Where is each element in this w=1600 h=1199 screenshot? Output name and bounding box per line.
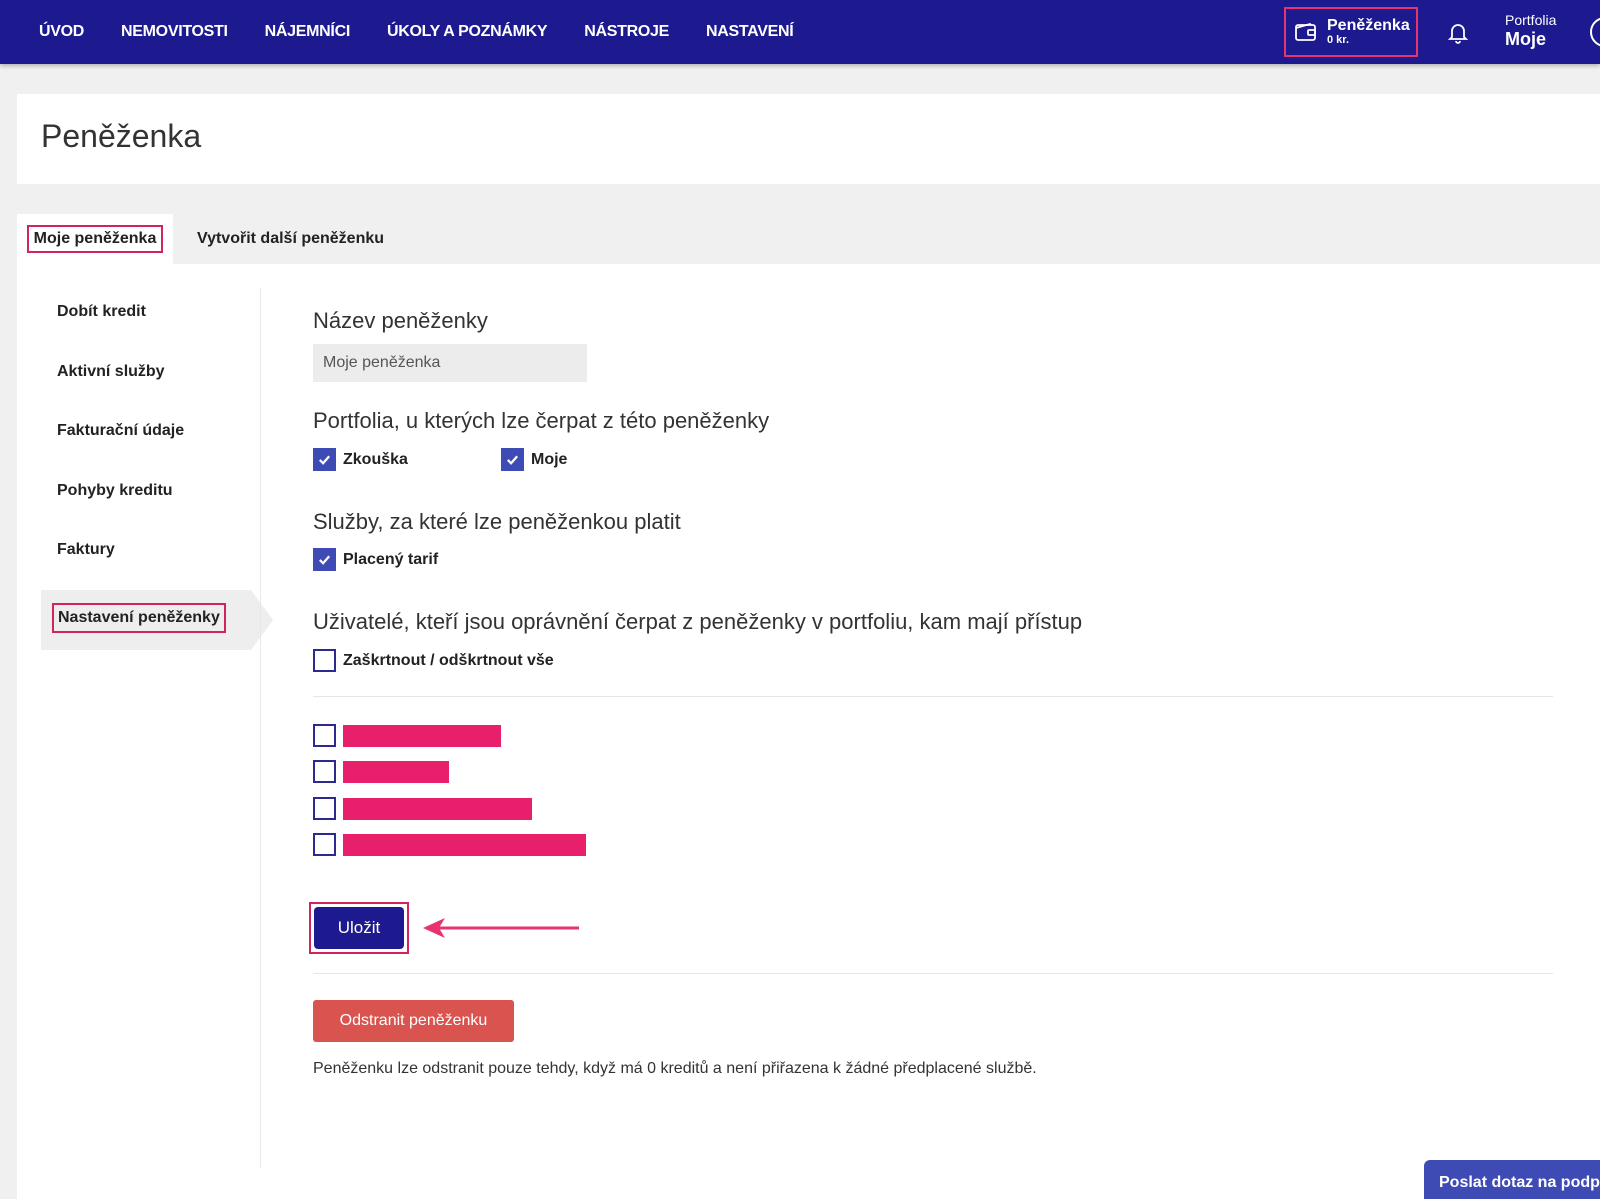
user-checkbox[interactable] (313, 760, 449, 783)
nav-najemnici[interactable]: NÁJEMNÍCI (264, 23, 351, 40)
redacted-user-name (343, 833, 586, 856)
toggle-all-label: Zaškrtnout / odškrtnout vše (343, 651, 554, 669)
wallet-title: Peněženka (1327, 17, 1410, 34)
bell-icon[interactable] (1446, 20, 1470, 44)
checkbox-checked-icon[interactable] (501, 448, 524, 471)
wallet-button[interactable]: Peněženka 0 kr. (1284, 7, 1418, 57)
redacted-user-name (343, 760, 449, 783)
sidebar-item-wallet-settings-label: Nastavení peněženky (52, 603, 226, 633)
service-checkbox-paid-plan[interactable]: Placený tarif (313, 548, 438, 571)
checkbox-empty-icon[interactable] (313, 833, 336, 856)
save-button-highlight: Uložit (309, 902, 409, 954)
portfolio-label-moje: Moje (531, 450, 568, 468)
wallet-amount: 0 kr. (1327, 34, 1350, 46)
wallet-name-title: Název peněženky (313, 308, 488, 333)
wallet-name-input[interactable] (313, 344, 587, 382)
nav-nastaveni[interactable]: NASTAVENÍ (705, 23, 794, 40)
user-checkbox[interactable] (313, 833, 586, 856)
services-title: Služby, za které lze peněženkou platit (313, 509, 681, 534)
tab-bar: Moje peněženka Vytvořit další peněženku (17, 214, 1600, 264)
delete-wallet-button[interactable]: Odstranit peněženku (313, 1000, 514, 1042)
nav-nemovitosti[interactable]: NEMOVITOSTI (121, 23, 228, 40)
sidebar-divider (260, 288, 261, 1168)
checkbox-empty-icon[interactable] (313, 797, 336, 820)
checkbox-empty-icon[interactable] (313, 724, 336, 747)
portfolio-value: Moje (1505, 29, 1547, 49)
tab-my-wallet[interactable]: Moje peněženka (17, 214, 173, 264)
toggle-all-checkbox[interactable]: Zaškrtnout / odškrtnout vše (313, 649, 554, 672)
portfolio-label-zkouska: Zkouška (343, 450, 408, 468)
divider (313, 973, 1553, 974)
sidebar-item-wallet-settings[interactable]: Nastavení peněženky (41, 590, 273, 650)
tab-my-wallet-label: Moje peněženka (26, 225, 164, 253)
portfolio-checkbox-zkouska[interactable]: Zkouška (313, 448, 408, 471)
user-checkbox[interactable] (313, 724, 501, 747)
users-title: Uživatelé, kteří jsou oprávnění čerpat z… (313, 609, 1083, 634)
portfolio-selector[interactable]: Portfolia Moje (1505, 12, 1556, 50)
top-navbar: ÚVOD NEMOVITOSTI NÁJEMNÍCI ÚKOLY A POZNÁ… (0, 0, 1600, 64)
delete-note: Peněženku lze odstranit pouze tehdy, kdy… (313, 1060, 1037, 1077)
user-avatar-icon[interactable] (1590, 17, 1600, 47)
checkbox-checked-icon[interactable] (313, 448, 336, 471)
tab-create-wallet[interactable]: Vytvořit další peněženku (197, 230, 385, 247)
main-panel: Dobít kredit Aktivní služby Fakturační ú… (17, 264, 1600, 1199)
nav-uvod[interactable]: ÚVOD (39, 23, 85, 40)
sidebar-item-billing[interactable]: Fakturační údaje (57, 422, 185, 439)
main-nav: ÚVOD NEMOVITOSTI NÁJEMNÍCI ÚKOLY A POZNÁ… (39, 0, 794, 64)
service-label-paid-plan: Placený tarif (343, 550, 439, 568)
sidebar-item-top-up[interactable]: Dobít kredit (57, 303, 146, 320)
wallet-icon (1295, 22, 1316, 41)
nav-ukoly[interactable]: ÚKOLY A POZNÁMKY (386, 23, 548, 40)
support-chat-button[interactable]: Poslat dotaz na podporu (1424, 1160, 1600, 1199)
checkbox-empty-icon[interactable] (313, 649, 336, 672)
page-title: Peněženka (41, 118, 202, 154)
sidebar-item-invoices[interactable]: Faktury (57, 541, 115, 558)
save-button[interactable]: Uložit (314, 907, 404, 949)
page-header: Peněženka (17, 94, 1600, 184)
arrow-left-icon (423, 918, 579, 938)
nav-nastroje[interactable]: NÁSTROJE (584, 23, 669, 40)
divider (313, 696, 1553, 697)
user-checkbox[interactable] (313, 797, 532, 820)
redacted-user-name (343, 724, 501, 747)
portfolios-title: Portfolia, u kterých lze čerpat z této p… (313, 408, 770, 433)
redacted-user-name (343, 797, 532, 820)
sidebar-item-credit-movements[interactable]: Pohyby kreditu (57, 482, 173, 499)
checkbox-checked-icon[interactable] (313, 548, 336, 571)
sidebar-item-active-services[interactable]: Aktivní služby (57, 363, 165, 380)
portfolio-label: Portfolia (1505, 12, 1557, 28)
portfolio-checkbox-moje[interactable]: Moje (501, 448, 567, 471)
checkbox-empty-icon[interactable] (313, 760, 336, 783)
